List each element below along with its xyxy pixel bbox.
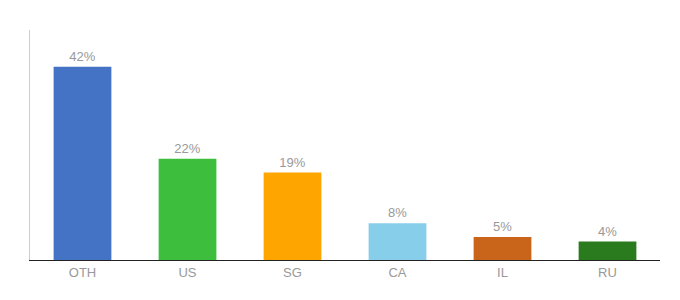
svg-text:RU: RU xyxy=(598,265,617,280)
svg-text:5%: 5% xyxy=(493,219,512,234)
svg-text:OTH: OTH xyxy=(69,265,96,280)
svg-text:19%: 19% xyxy=(279,155,305,170)
svg-text:4%: 4% xyxy=(598,224,617,239)
svg-text:IL: IL xyxy=(497,265,508,280)
svg-text:8%: 8% xyxy=(388,205,407,220)
svg-text:CA: CA xyxy=(388,265,406,280)
svg-text:22%: 22% xyxy=(174,141,200,156)
svg-text:42%: 42% xyxy=(69,49,95,64)
svg-text:US: US xyxy=(178,265,196,280)
svg-text:SG: SG xyxy=(283,265,302,280)
